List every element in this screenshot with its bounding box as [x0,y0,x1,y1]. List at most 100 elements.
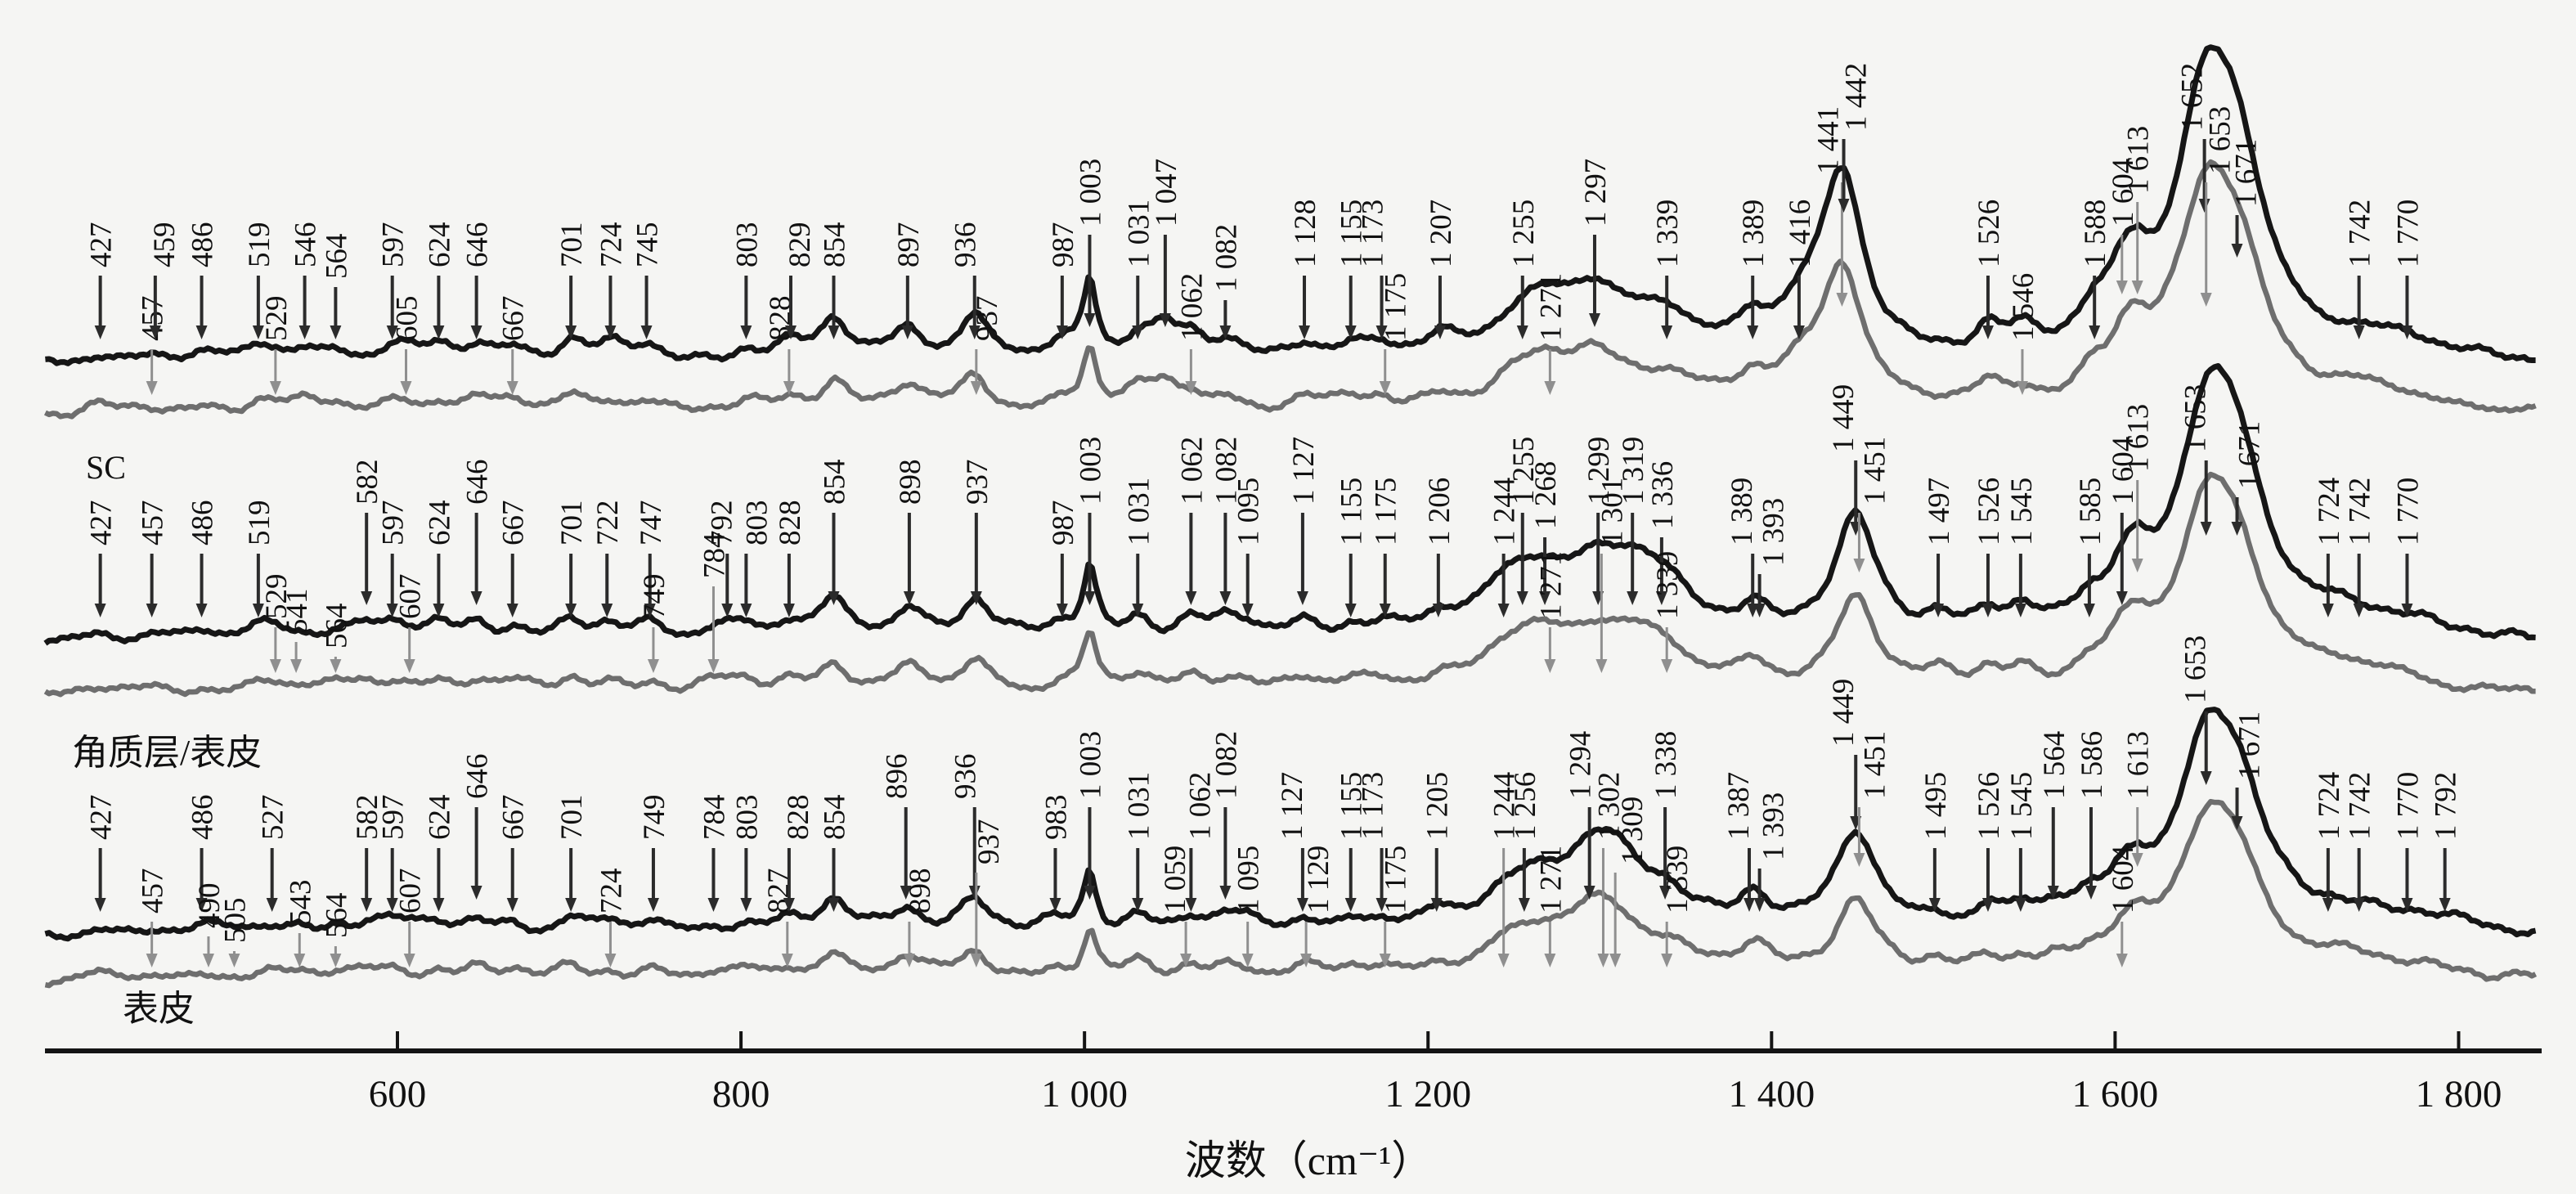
peak-arrowhead [1241,954,1254,967]
peak-arrowhead [2089,325,2101,339]
peak-label: 1 336 [1646,461,1680,529]
peak-label: 784 [698,795,731,841]
peak-label: 1 770 [2391,772,2425,840]
peak-label: 529 [260,296,294,342]
peak-arrowhead [1516,591,1528,605]
peak-label: 983 [1039,795,1073,841]
peak-arrowhead [740,898,752,912]
peak-label: 457 [137,869,170,914]
peak-label: 1 059 [1159,846,1192,913]
x-tick-label: 600 [369,1073,427,1115]
peak-label: 701 [555,795,589,841]
peak-label: 1 299 [1582,437,1616,505]
peak-label: 936 [949,222,983,268]
peak-label: 1 031 [1122,772,1156,840]
peak-label: 1 441 [1811,106,1845,174]
peak-label: 486 [186,795,220,841]
peak-arrowhead [2047,886,2059,900]
peak-arrowhead [1753,898,1766,912]
spectrum-trace-black [44,707,2537,942]
peak-label: 1 127 [1287,437,1321,505]
peak-label: 854 [819,222,852,268]
peak-label: 898 [904,869,937,914]
peak-arrowhead [1853,853,1865,867]
peak-label: 519 [243,500,276,546]
peak-arrowhead [2439,898,2451,912]
peak-arrowhead [2401,604,2413,617]
peak-arrowhead [94,898,106,912]
peak-label: 646 [461,222,495,268]
peak-arrowhead [1296,898,1308,912]
peak-label: 1 082 [1209,224,1243,292]
peak-arrowhead [1300,954,1313,967]
peak-arrowhead [1659,886,1672,900]
peak-arrowhead [2131,853,2143,867]
peak-label: 1 271 [1534,551,1568,619]
peak-arrowhead [968,325,981,339]
peak-arrowhead [1084,886,1096,900]
peak-arrowhead [1084,591,1096,605]
peak-label: 937 [971,296,1004,342]
peak-label: 1 128 [1289,200,1322,267]
peak-arrowhead [1379,604,1391,617]
peak-label: 459 [148,222,182,268]
peak-label: 427 [85,795,119,841]
peak-label: 1 339 [1651,200,1685,267]
peak-label: 486 [186,222,220,268]
peak-label: 1 268 [1529,461,1563,529]
peak-label: 745 [631,222,665,268]
peak-arrowhead [828,898,840,912]
spectrum-trace-gray [43,471,2536,698]
peak-arrowhead [1049,898,1061,912]
peak-label: 490 [193,883,227,929]
peak-label: 486 [186,500,220,546]
peak-arrowhead [1932,604,1945,617]
peak-arrowhead [647,659,659,673]
peak-arrowhead [1981,898,1994,912]
peak-arrowhead [298,325,311,339]
peak-label: 1 155 [1335,772,1369,840]
peak-label: 1 244 [1488,478,1522,545]
peak-label: 1 792 [2430,772,2463,840]
peak-arrowhead [506,381,518,395]
peak-arrowhead [2200,771,2212,785]
peak-arrowhead [2231,244,2243,258]
x-tick-label: 1 400 [1728,1073,1815,1115]
peak-arrowhead [1219,325,1232,339]
peak-label: 724 [595,869,628,914]
peak-label: 1 003 [1074,437,1107,505]
peak-label: 1 338 [1649,731,1683,799]
peak-label: 1 206 [1423,478,1456,545]
peak-arrowhead [1299,325,1311,339]
peak-label: 646 [461,460,495,505]
peak-arrowhead [1661,325,1673,339]
peak-arrowhead [2131,559,2143,572]
peak-label: 1 495 [1919,772,1953,840]
peak-label: 1 031 [1122,478,1156,545]
peak-label: 564 [320,234,353,280]
peak-arrowhead [1544,381,1556,395]
peak-arrowhead [146,604,158,617]
peak-arrowhead [386,325,398,339]
peak-label: 1 451 [1858,437,1892,505]
peak-arrowhead [269,381,281,395]
peak-arrowhead [400,381,412,395]
peak-label: 1 256 [1509,772,1542,840]
peak-arrowhead [1379,954,1391,967]
peak-label: 1 545 [2005,478,2039,545]
peak-label: 1 613 [2122,731,2156,799]
peak-arrowhead [228,954,240,967]
peak-arrowhead [506,604,518,617]
peak-arrowhead [149,325,161,339]
peak-label: 1 062 [1175,273,1209,341]
peak-arrowhead [2200,522,2212,536]
peak-arrowhead [828,591,840,605]
peak-label: 1 271 [1534,846,1568,913]
peak-arrowhead [707,659,720,673]
peak-arrowhead [195,898,208,912]
peak-arrowhead [1132,898,1144,912]
peak-label: 1 207 [1425,200,1458,267]
peak-arrowhead [1376,325,1388,339]
